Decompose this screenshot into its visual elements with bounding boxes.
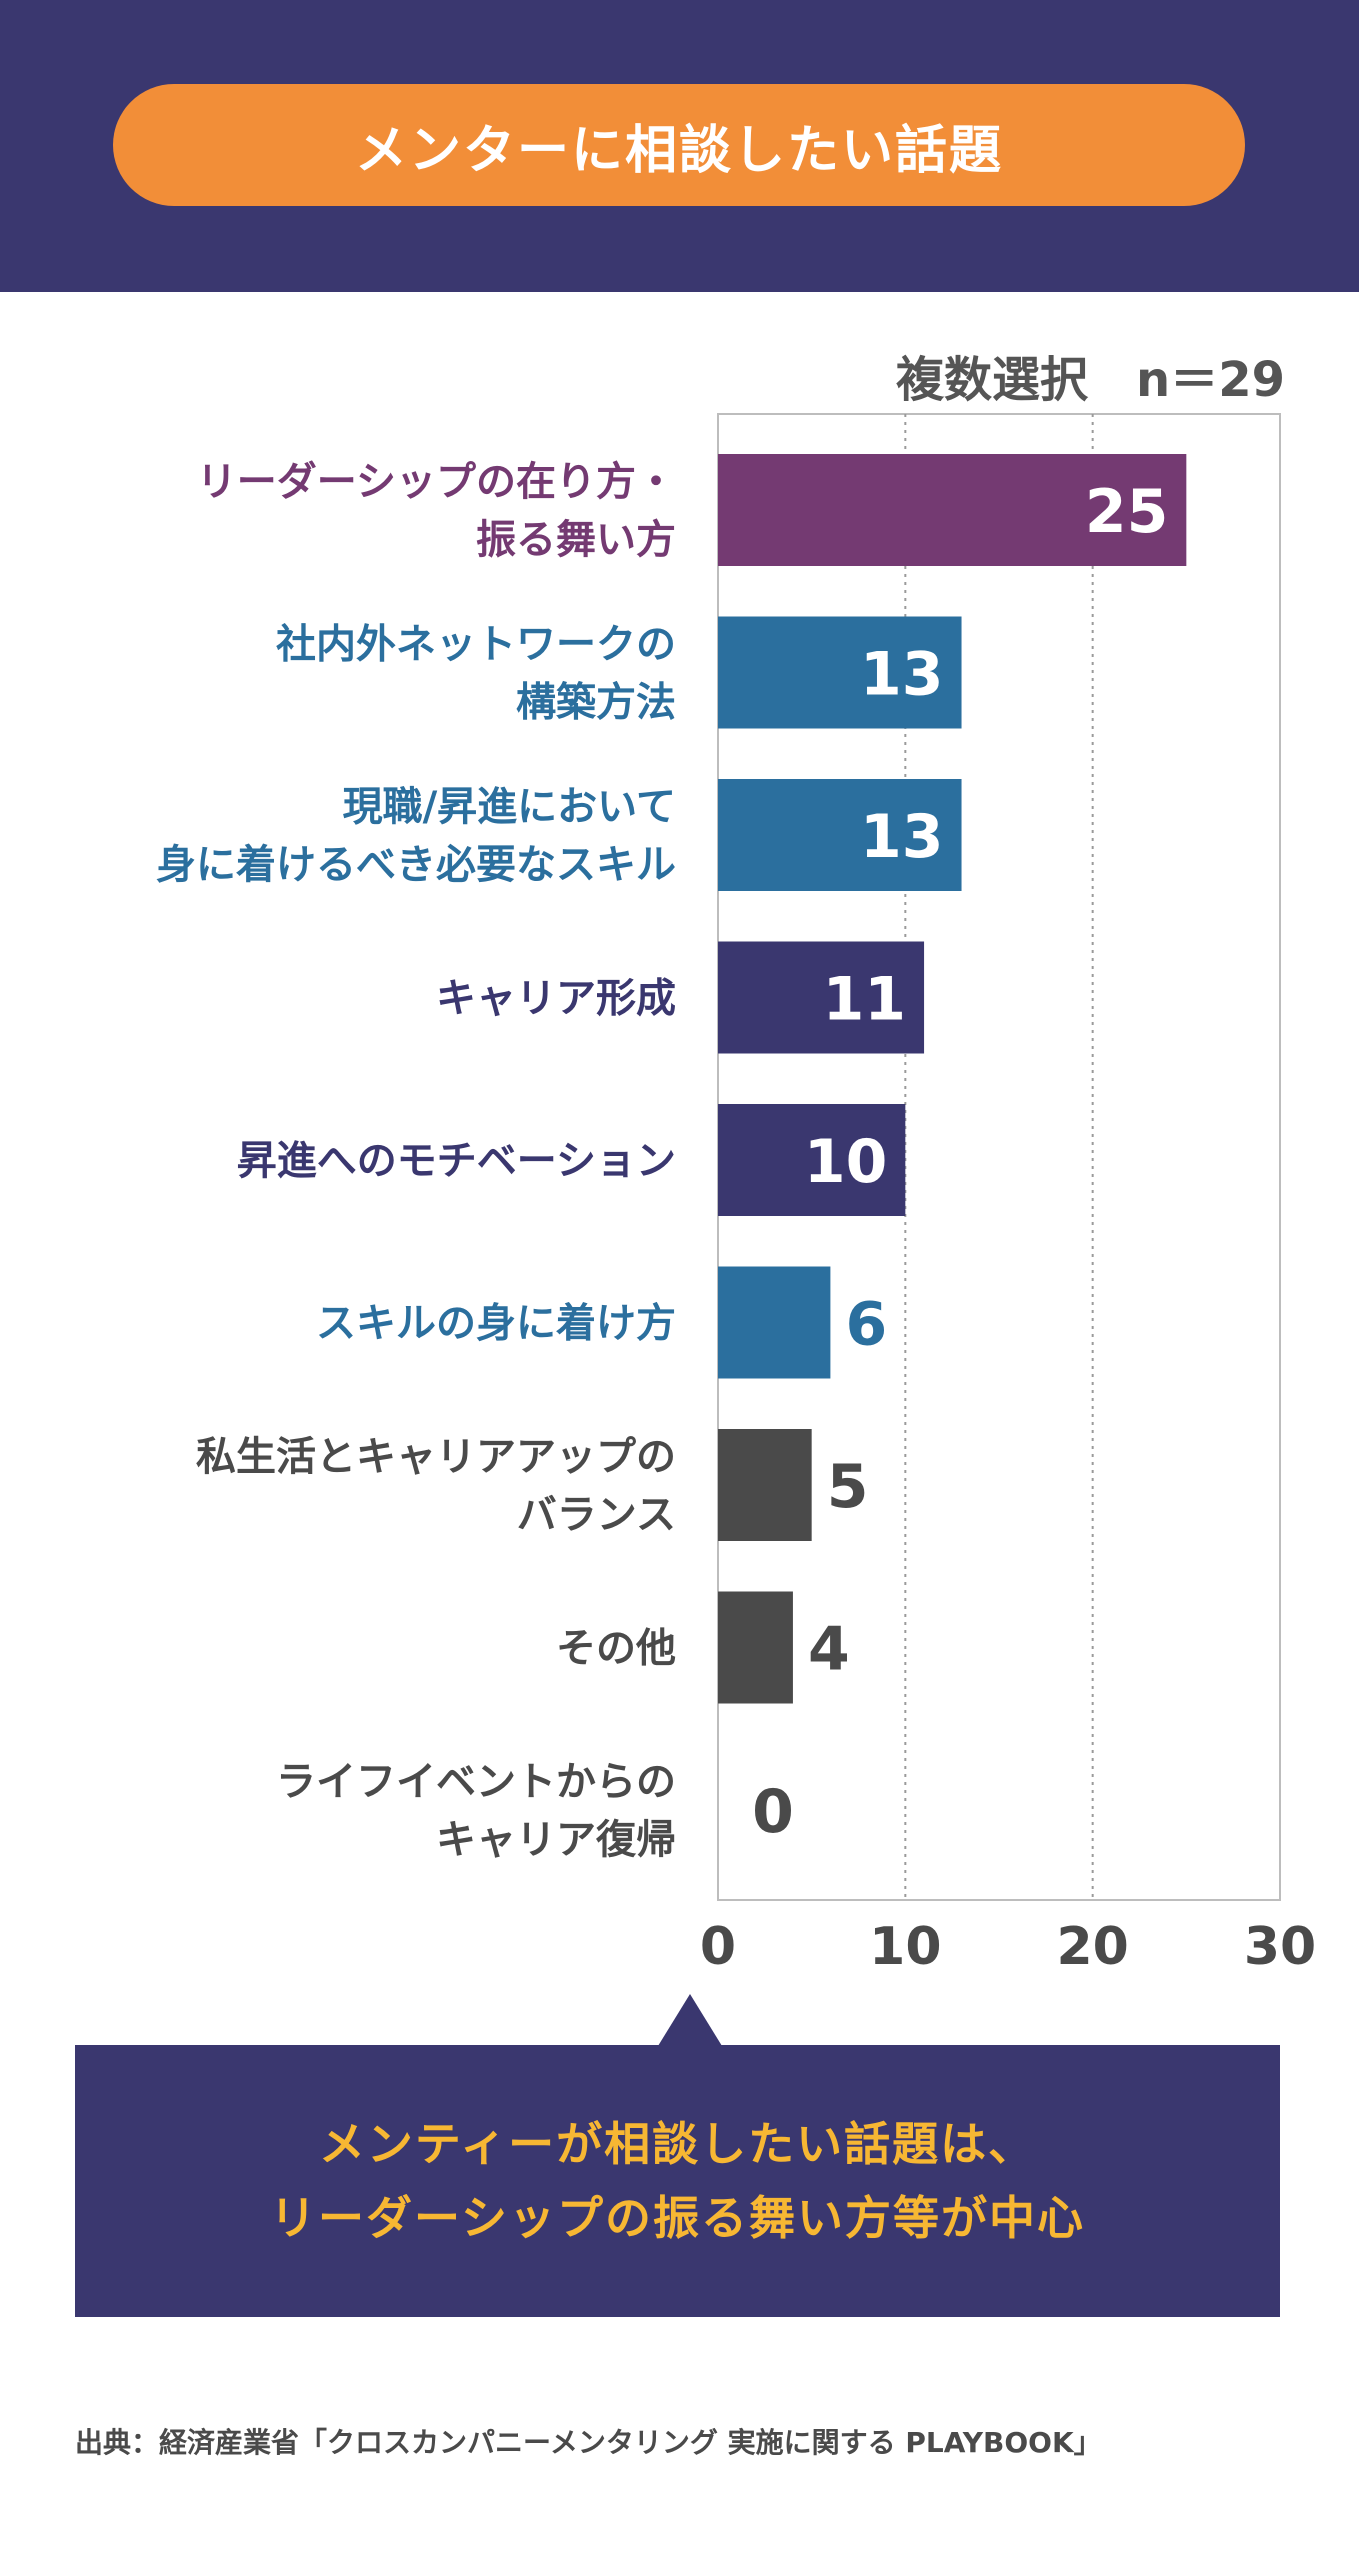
bar-value-label: 0 [752, 1777, 794, 1847]
category-label: その他 [556, 1626, 676, 1672]
bar-value-label: 5 [827, 1452, 869, 1522]
category-label: バランス [517, 1492, 676, 1538]
x-tick-label: 10 [869, 1917, 941, 1970]
category-label: リーダーシップの在り方・ [197, 459, 676, 505]
category-label: 振る舞い方 [476, 517, 676, 563]
category-label: 身に着けるべき必要なスキル [156, 842, 676, 888]
bar-value-label: 10 [804, 1127, 888, 1197]
category-label: キャリア復帰 [436, 1817, 676, 1863]
category-label: 現職/昇進において [343, 784, 676, 830]
source-citation: 出典：経済産業省「クロスカンパニーメンタリング 実施に関する PLAYBOOK」 [75, 2426, 1102, 2459]
bar-value-label: 25 [1085, 477, 1169, 547]
category-label: キャリア形成 [436, 976, 676, 1022]
bar-value-label: 13 [860, 640, 944, 710]
summary-callout: メンティーが相談したい話題は、 リーダーシップの振る舞い方等が中心 [75, 2045, 1280, 2317]
callout-line-2: リーダーシップの振る舞い方等が中心 [269, 2191, 1086, 2245]
bar [718, 1429, 812, 1541]
bar-value-label: 4 [808, 1615, 850, 1685]
x-tick-label: 30 [1244, 1917, 1316, 1970]
callout-line-1: メンティーが相談したい話題は、 [318, 2117, 1037, 2171]
bar-value-label: 13 [860, 802, 944, 872]
bar [718, 616, 962, 729]
category-label: 私生活とキャリアアップの [196, 1434, 676, 1480]
header-banner: メンターに相談したい話題 [0, 0, 1359, 292]
chart-title: メンターに相談したい話題 [113, 84, 1245, 206]
x-tick-label: 20 [1056, 1917, 1128, 1970]
category-label: 構築方法 [516, 680, 676, 726]
x-tick-label: 0 [700, 1917, 736, 1970]
sample-note: 複数選択 n＝29 [896, 352, 1285, 408]
category-label: 社内外ネットワークの [276, 622, 676, 668]
bar-value-label: 11 [823, 965, 907, 1035]
bar [718, 1591, 793, 1704]
category-label: スキルの身に着け方 [316, 1301, 676, 1347]
bar [718, 454, 1187, 566]
bar-value-label: 6 [846, 1290, 888, 1360]
bar [718, 779, 962, 891]
bar [718, 1104, 906, 1216]
category-label: 昇進へのモチベーション [237, 1138, 676, 1184]
bar [718, 1266, 831, 1379]
category-label: ライフイベントからの [276, 1759, 676, 1805]
bar [718, 941, 925, 1054]
callout-pointer [658, 1994, 722, 2046]
